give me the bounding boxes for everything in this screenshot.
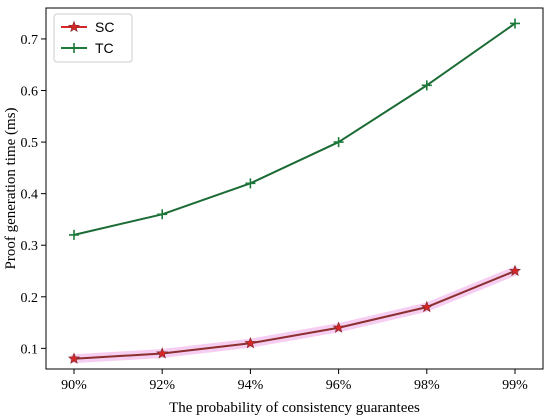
- series-sc-point: [508, 264, 522, 277]
- series-tc-line: [73, 22, 516, 236]
- x-tick-label: 92%: [149, 378, 175, 393]
- legend-box: [53, 13, 133, 63]
- plot-frame: [45, 7, 544, 370]
- y-tick-label: 0.5: [21, 136, 39, 151]
- y-axis-label: Proof generation time (ms): [3, 107, 19, 269]
- legend-label: SC: [95, 19, 114, 35]
- legend-marker-tc: [69, 43, 79, 53]
- y-tick-label: 0.1: [21, 342, 39, 357]
- series-tc-point: [69, 229, 79, 240]
- series-tc-point: [510, 18, 520, 29]
- series-tc-point: [245, 178, 256, 189]
- legend-marker-sc: [67, 20, 81, 33]
- series-sc-point: [332, 321, 345, 333]
- series-layer: [67, 18, 522, 364]
- x-axis: 90% 92% 94% 96% 98% 99%: [61, 369, 528, 393]
- x-tick-label: 99%: [502, 378, 528, 393]
- series-tc: [69, 18, 520, 240]
- x-tick-label: 98%: [414, 378, 440, 393]
- series-sc-point: [67, 352, 81, 364]
- series-sc-point: [156, 347, 169, 359]
- y-tick-label: 0.4: [21, 188, 39, 203]
- series-sc-point: [244, 336, 257, 349]
- x-axis-label: The probability of consistency guarantee…: [169, 400, 420, 416]
- series-sc-point: [420, 300, 433, 313]
- y-tick-label: 0.2: [21, 291, 39, 306]
- y-axis: 0.1 0.2 0.3 0.4 0.5 0.6 0.7: [21, 33, 46, 357]
- legend-item-sc: SC: [61, 19, 114, 35]
- x-tick-label: 94%: [238, 378, 264, 393]
- series-sc-line: [73, 270, 516, 360]
- x-tick-label: 96%: [326, 378, 352, 393]
- legend-item-tc: TC: [61, 40, 114, 56]
- series-tc-point: [157, 209, 168, 220]
- y-tick-label: 0.7: [21, 33, 39, 48]
- series-sc: [67, 264, 522, 364]
- y-tick-label: 0.3: [21, 239, 39, 254]
- series-sc-band: [69, 266, 520, 364]
- series-tc-point: [333, 137, 344, 148]
- legend-label: TC: [95, 40, 114, 56]
- x-tick-label: 90%: [61, 378, 87, 393]
- legend: SC TC: [53, 13, 133, 63]
- series-tc-point: [421, 80, 432, 91]
- y-tick-label: 0.6: [21, 85, 39, 100]
- plot-area: [45, 7, 544, 370]
